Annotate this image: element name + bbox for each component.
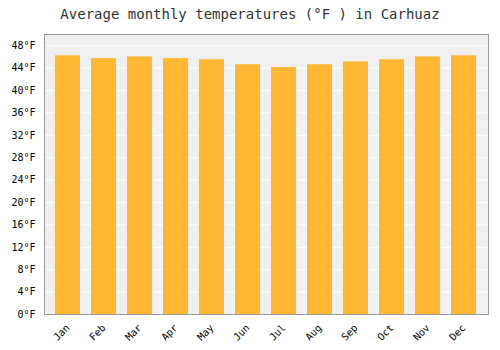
svg-text:Jul: Jul bbox=[267, 322, 288, 343]
svg-text:12°F: 12°F bbox=[11, 242, 35, 253]
svg-text:Feb: Feb bbox=[87, 322, 108, 343]
svg-text:8°F: 8°F bbox=[17, 264, 35, 275]
svg-text:36°F: 36°F bbox=[11, 107, 35, 118]
html-text:Average monthly temperatures (: Average monthly temperatures (°F ) in Ca… bbox=[60, 6, 440, 22]
svg-text:32°F: 32°F bbox=[11, 130, 35, 141]
svg-text:28°F: 28°F bbox=[11, 152, 35, 163]
svg-text:May: May bbox=[195, 322, 216, 343]
svg-text:Sep: Sep bbox=[339, 322, 360, 343]
svg-text:Mar: Mar bbox=[123, 322, 144, 343]
svg-text:Oct: Oct bbox=[375, 322, 396, 343]
svg-text:44°F: 44°F bbox=[11, 62, 35, 73]
svg-text:4°F: 4°F bbox=[17, 286, 35, 297]
svg-text:Nov: Nov bbox=[411, 322, 432, 343]
svg-text:20°F: 20°F bbox=[11, 197, 35, 208]
svg-text:Apr: Apr bbox=[159, 322, 180, 343]
svg-text:Aug: Aug bbox=[303, 322, 324, 343]
svg-text:16°F: 16°F bbox=[11, 219, 35, 230]
svg-text:Jan: Jan bbox=[51, 322, 72, 343]
svg-text:48°F: 48°F bbox=[11, 40, 35, 51]
svg-text:Dec: Dec bbox=[447, 322, 468, 343]
svg-text:Jun: Jun bbox=[231, 322, 252, 343]
svg-text:40°F: 40°F bbox=[11, 85, 35, 96]
svg-text:24°F: 24°F bbox=[11, 174, 35, 185]
svg-text:0°F: 0°F bbox=[17, 309, 35, 320]
